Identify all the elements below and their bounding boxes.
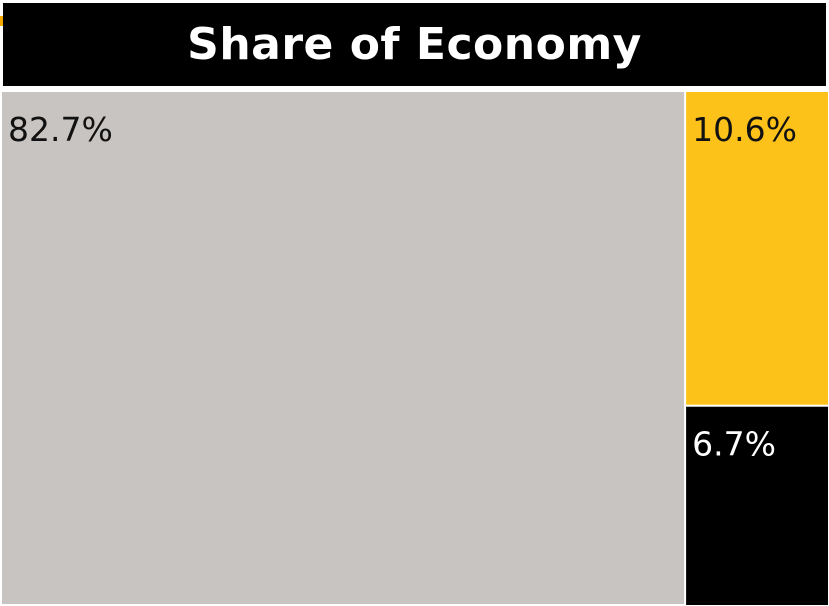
treemap-tile-label-2: 6.7%: [692, 425, 776, 464]
treemap-tile-1: [686, 92, 828, 405]
treemap-tile-label-1: 10.6%: [692, 110, 797, 149]
treemap-tile-label-0: 82.7%: [8, 110, 113, 149]
corner-accent: [0, 16, 4, 26]
treemap-tile-2: [686, 406, 828, 605]
chart-title-bar: Share of Economy: [3, 3, 826, 86]
chart-title: Share of Economy: [187, 19, 642, 70]
treemap-tile-0: [2, 92, 685, 604]
